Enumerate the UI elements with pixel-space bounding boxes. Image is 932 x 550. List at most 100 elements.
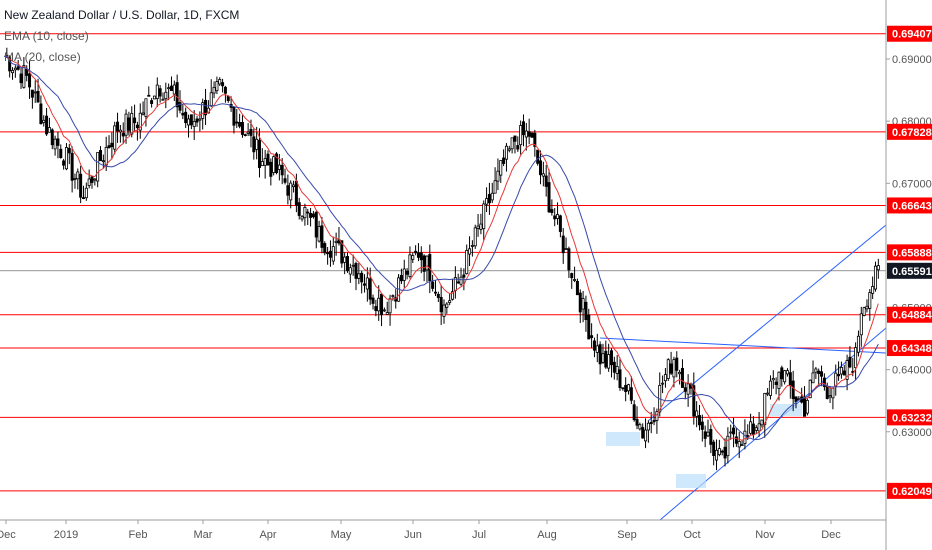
candle-body bbox=[263, 158, 267, 166]
candle-body bbox=[629, 387, 633, 401]
candle-body bbox=[172, 84, 176, 95]
candle-body bbox=[223, 86, 227, 94]
candle-body bbox=[328, 250, 332, 258]
candle-body bbox=[309, 213, 313, 218]
candle-body bbox=[152, 95, 156, 100]
candle-body bbox=[729, 431, 733, 434]
candle-body bbox=[717, 448, 721, 456]
candle-body bbox=[22, 65, 26, 88]
candle-body bbox=[507, 148, 511, 151]
candle-body bbox=[459, 276, 463, 285]
candle-body bbox=[831, 387, 835, 399]
candle-body bbox=[135, 124, 139, 129]
candle-body bbox=[876, 265, 880, 271]
candle-body bbox=[334, 240, 338, 243]
candle-body bbox=[652, 420, 656, 423]
candle-body bbox=[30, 89, 34, 98]
candle-body bbox=[777, 371, 781, 389]
candle-body bbox=[828, 395, 832, 398]
candle-body bbox=[294, 180, 298, 206]
candle-body bbox=[133, 117, 137, 124]
candle-body bbox=[28, 73, 32, 88]
channel-upper-line bbox=[647, 224, 887, 422]
candle-body bbox=[476, 225, 480, 229]
x-tick-label: May bbox=[331, 529, 352, 541]
candle-body bbox=[451, 291, 455, 300]
candle-body bbox=[822, 377, 826, 387]
candle-body bbox=[16, 66, 20, 70]
candle-body bbox=[462, 274, 466, 278]
candle-body bbox=[351, 264, 355, 267]
candle-body bbox=[62, 160, 66, 166]
candle-body bbox=[808, 379, 812, 399]
candle-body bbox=[445, 303, 449, 308]
level-price-label: 0.65888 bbox=[892, 247, 932, 259]
candle-body bbox=[377, 297, 381, 312]
candle-body bbox=[743, 430, 747, 444]
candle-body bbox=[11, 70, 15, 74]
candle-body bbox=[243, 134, 247, 136]
candle-body bbox=[621, 387, 625, 390]
moving-averages bbox=[3, 55, 879, 442]
candle-body bbox=[510, 137, 514, 150]
candle-body bbox=[340, 240, 344, 264]
x-tick-label: 2019 bbox=[54, 529, 78, 541]
chart-legend: New Zealand Dollar / U.S. Dollar, 1D, FX… bbox=[4, 5, 239, 68]
candle-body bbox=[644, 429, 648, 442]
level-price-label: 0.63232 bbox=[892, 412, 932, 424]
candle-body bbox=[547, 182, 551, 213]
candle-body bbox=[36, 90, 40, 103]
candle-body bbox=[493, 180, 497, 194]
level-price-label-bg bbox=[887, 482, 932, 499]
candle-body bbox=[496, 170, 500, 182]
candle-body bbox=[487, 194, 491, 204]
candle-body bbox=[550, 209, 554, 214]
candle-body bbox=[669, 363, 673, 374]
candle-body bbox=[246, 131, 250, 134]
candle-body bbox=[749, 421, 753, 434]
x-tick-label: Jun bbox=[404, 529, 422, 541]
candle-body bbox=[218, 79, 222, 85]
candle-body bbox=[25, 68, 29, 76]
candle-body bbox=[286, 185, 290, 196]
candle-body bbox=[368, 278, 372, 300]
candle-body bbox=[499, 160, 503, 176]
highlight-box bbox=[676, 474, 706, 488]
candle-body bbox=[348, 267, 352, 275]
x-tick-label: Nov bbox=[755, 529, 775, 541]
candle-body bbox=[425, 255, 429, 271]
candle-body bbox=[150, 100, 154, 104]
candle-body bbox=[868, 292, 872, 309]
candle-body bbox=[587, 314, 591, 340]
candle-body bbox=[746, 435, 750, 438]
candle-body bbox=[118, 129, 122, 133]
candle-body bbox=[564, 248, 568, 250]
candle-body bbox=[292, 184, 296, 188]
candle-body bbox=[839, 366, 843, 375]
candle-body bbox=[204, 99, 208, 116]
candle-body bbox=[553, 215, 557, 220]
candle-body bbox=[842, 370, 846, 376]
candle-body bbox=[825, 386, 829, 399]
candle-body bbox=[655, 411, 659, 421]
candle-body bbox=[269, 161, 273, 177]
candle-body bbox=[638, 424, 642, 430]
candle-body bbox=[422, 255, 426, 272]
candle-body bbox=[178, 102, 182, 111]
candle-body bbox=[584, 301, 588, 320]
candle-body bbox=[766, 392, 770, 395]
candle-body bbox=[575, 281, 579, 296]
y-tick-label: 0.68000 bbox=[892, 116, 932, 128]
candle-body bbox=[96, 152, 100, 182]
candle-body bbox=[240, 122, 244, 135]
candle-body bbox=[544, 175, 548, 187]
candle-body bbox=[42, 119, 46, 123]
candle-body bbox=[297, 202, 301, 216]
candle-body bbox=[754, 427, 758, 431]
candle-body bbox=[820, 371, 824, 377]
candle-body bbox=[763, 392, 767, 425]
candle-body bbox=[411, 255, 415, 260]
highlight-box bbox=[606, 432, 640, 446]
candle-body bbox=[303, 207, 307, 219]
